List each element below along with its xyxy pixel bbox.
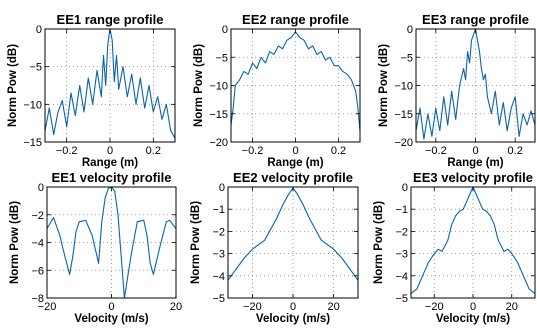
- y-tick-label: −4: [395, 271, 408, 283]
- y-tick-label: −15: [23, 137, 42, 149]
- y-tick-label: −10: [209, 81, 228, 93]
- y-tick-label: −10: [394, 81, 413, 93]
- y-axis-label: Norm Pow (dB): [9, 201, 21, 284]
- x-axis-label: Velocity (m/s): [436, 313, 510, 325]
- y-tick-label: −5: [400, 52, 413, 64]
- x-tick-label: 0: [290, 301, 296, 313]
- y-tick-label: −5: [215, 52, 228, 64]
- y-tick-label: 0: [407, 24, 413, 36]
- y-tick-label: 0: [402, 182, 408, 194]
- chart-title: EE1 velocity profile: [52, 170, 172, 185]
- x-tick-label: −20: [425, 301, 444, 313]
- y-tick-label: −8: [31, 293, 44, 305]
- y-tick-label: −2: [31, 210, 44, 222]
- x-tick-label: 0: [108, 301, 114, 313]
- y-tick-label: −6: [31, 265, 44, 277]
- y-tick-label: −5: [212, 293, 225, 305]
- x-axis-label: Velocity (m/s): [74, 313, 148, 325]
- y-tick-label: −4: [212, 271, 225, 283]
- y-tick-label: −5: [29, 62, 42, 74]
- chart-panel: −20 0 20 −5 −4 −3 −2 −1 0 EE3 velocity profile Vel…: [373, 170, 536, 325]
- x-tick-label: 0: [472, 145, 478, 157]
- y-tick-label: −4: [31, 238, 44, 250]
- chart-panel: −0.2 0 0.2 −20 −15 −10 −5 0 EE3 range profile Ran…: [378, 12, 536, 169]
- y-tick-label: −10: [23, 99, 42, 111]
- series-line: [410, 186, 536, 295]
- y-axis-label: Norm Pow (dB): [193, 44, 205, 127]
- x-tick-label: −20: [243, 301, 262, 313]
- x-tick-label: 0: [470, 301, 476, 313]
- chart-panel: −0.2 0 0.2 −20 −15 −10 −5 0 EE2 range profile Ran…: [193, 12, 361, 169]
- y-axis-label: Norm Pow (dB): [190, 201, 202, 284]
- y-tick-label: −5: [395, 293, 408, 305]
- chart-title: EE2 range profile: [242, 12, 349, 27]
- chart-panel: −0.2 0 0.2 −15 −10 −5 0 EE1 range profile Range …: [7, 12, 176, 169]
- series-line: [227, 187, 359, 281]
- y-tick-label: 0: [38, 182, 44, 194]
- y-tick-label: −3: [212, 249, 225, 261]
- y-tick-label: −2: [395, 226, 408, 238]
- y-tick-label: −1: [212, 204, 225, 216]
- y-tick-label: −2: [212, 226, 225, 238]
- x-tick-label: −0.2: [56, 145, 78, 157]
- x-tick-label: 0.2: [146, 145, 161, 157]
- chart-title: EE3 velocity profile: [413, 170, 533, 185]
- y-tick-label: −20: [209, 137, 228, 149]
- y-axis-label: Norm Pow (dB): [378, 44, 390, 127]
- y-tick-label: −15: [394, 109, 413, 121]
- x-tick-label: 20: [328, 301, 340, 313]
- y-tick-label: 0: [36, 24, 42, 36]
- chart-title: EE2 velocity profile: [233, 170, 353, 185]
- chart-panel: −20 0 20 −5 −4 −3 −2 −1 0 EE2 velocity profile Vel…: [190, 170, 359, 325]
- x-tick-label: 20: [170, 301, 182, 313]
- x-tick-label: 0.2: [508, 145, 523, 157]
- y-tick-label: −15: [209, 109, 228, 121]
- x-axis-label: Range (m): [82, 157, 138, 169]
- x-axis-label: Range (m): [447, 157, 503, 169]
- y-tick-label: 0: [219, 182, 225, 194]
- y-tick-label: −3: [395, 249, 408, 261]
- y-tick-label: −20: [394, 137, 413, 149]
- y-axis-label: Norm Pow (dB): [373, 201, 385, 284]
- y-axis-label: Norm Pow (dB): [7, 44, 19, 127]
- x-axis-label: Velocity (m/s): [256, 313, 330, 325]
- x-tick-label: −0.2: [242, 145, 264, 157]
- x-tick-label: 0: [292, 145, 298, 157]
- y-tick-label: −1: [395, 204, 408, 216]
- chart-title: EE3 range profile: [422, 12, 529, 27]
- x-tick-label: 0: [107, 145, 113, 157]
- x-tick-label: 0.2: [331, 145, 346, 157]
- x-tick-label: −20: [38, 301, 57, 313]
- x-tick-label: −0.2: [425, 145, 447, 157]
- x-tick-label: 20: [506, 301, 518, 313]
- x-axis-label: Range (m): [267, 157, 323, 169]
- chart-title: EE1 range profile: [57, 12, 164, 27]
- y-tick-label: 0: [222, 24, 228, 36]
